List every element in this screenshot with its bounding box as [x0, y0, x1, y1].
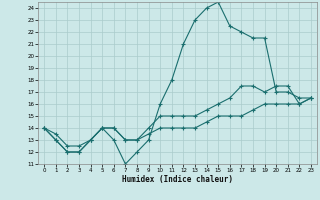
- X-axis label: Humidex (Indice chaleur): Humidex (Indice chaleur): [122, 175, 233, 184]
